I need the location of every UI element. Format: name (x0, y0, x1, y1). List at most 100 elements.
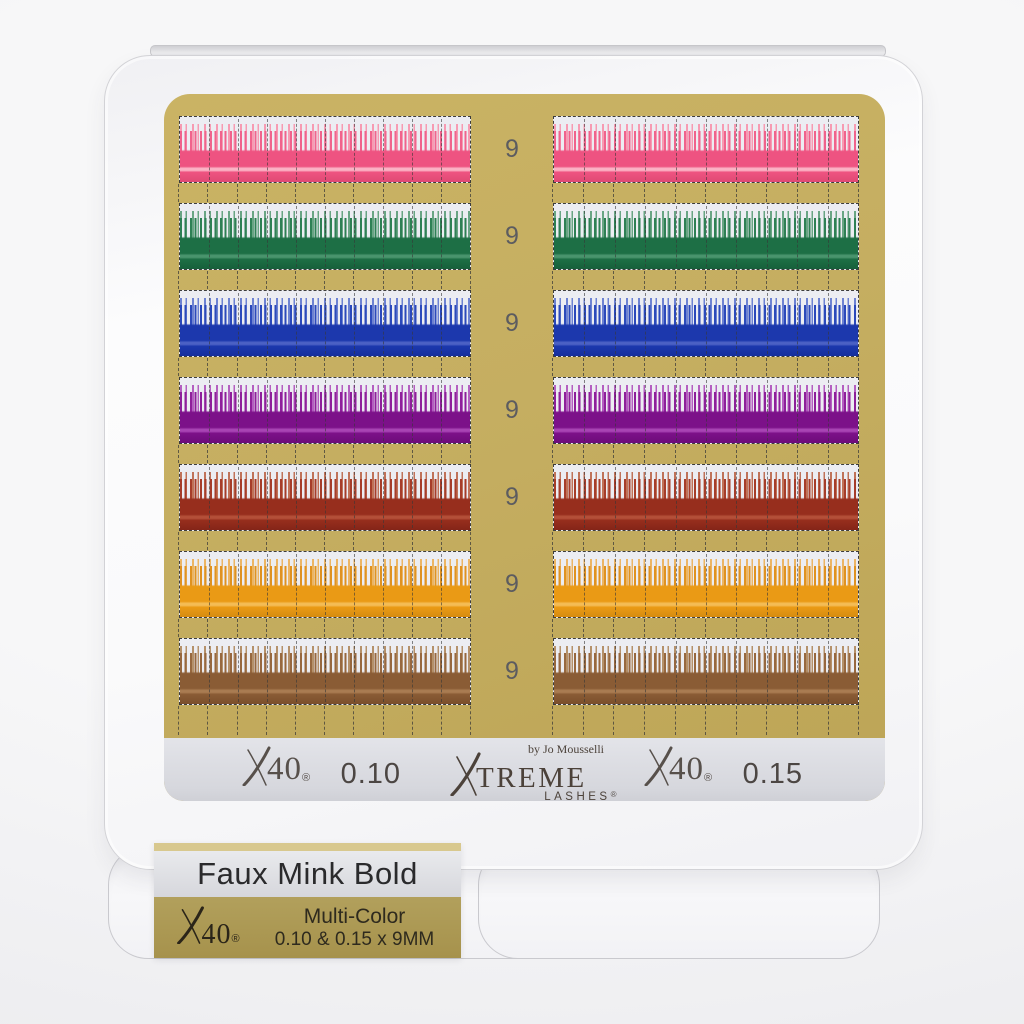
x40-logo: 40 ® (644, 746, 712, 786)
strip-cell-divider (614, 641, 616, 702)
tick-mark (353, 532, 355, 550)
strip-cell-divider (296, 467, 297, 528)
tick-mark (644, 271, 646, 289)
tick-mark (613, 706, 615, 735)
product-title: Faux Mink Bold (197, 856, 418, 891)
strip-cell-divider (267, 641, 268, 702)
tick-mark (382, 184, 384, 202)
strip-cell-divider (827, 554, 829, 615)
registered-mark: ® (231, 933, 240, 945)
tick-mark (613, 619, 615, 637)
tick-mark (207, 619, 209, 637)
tick-mark (582, 532, 584, 550)
strip-cell-divider (441, 293, 442, 354)
tick-mark (265, 271, 267, 289)
xtreme-byline: by Jo Mousselli (527, 742, 604, 756)
tick-mark (236, 358, 238, 376)
tick-mark (827, 184, 829, 202)
tick-mark (797, 271, 799, 289)
tick-mark (735, 358, 737, 376)
tick-mark (613, 445, 615, 463)
tick-mark (797, 358, 799, 376)
strip-cell-divider (706, 641, 707, 702)
strip-cell-divider (238, 641, 239, 702)
strip-cell-divider (706, 380, 707, 441)
strip-cell-divider (614, 119, 616, 180)
strip-cell-divider (441, 554, 442, 615)
tick-mark (858, 184, 860, 202)
lash-row-brown: 9 (178, 638, 870, 735)
tick-mark (265, 445, 267, 463)
tick-mark (797, 532, 799, 550)
registered-mark: ® (302, 771, 311, 784)
tick-mark (353, 271, 355, 289)
label-gold-line (154, 843, 461, 851)
tick-mark (295, 358, 297, 376)
strip-cell-divider (736, 119, 738, 180)
tick-mark (324, 532, 326, 550)
strip-cell-divider (383, 206, 384, 267)
tick-mark (582, 619, 584, 637)
lash-strip-red-right (553, 464, 859, 531)
strip-cell-divider (383, 554, 384, 615)
tick-mark (674, 445, 676, 463)
tick-mark (382, 358, 384, 376)
tick-mark (613, 271, 615, 289)
tick-mark (207, 271, 209, 289)
xtreme-lashes-logo: by Jo Mousselli TREME LASHES® (450, 742, 630, 803)
tick-mark (324, 445, 326, 463)
product-title-band: Faux Mink Bold (154, 851, 461, 897)
strip-cell-divider (412, 119, 413, 180)
strip-cell-divider (736, 554, 738, 615)
strip-cell-divider (238, 380, 239, 441)
tick-mark (411, 706, 413, 735)
x40-x-icon (242, 746, 272, 786)
strip-cell-divider (766, 641, 768, 702)
tick-mark (858, 271, 860, 289)
tick-mark (382, 271, 384, 289)
tick-mark (582, 271, 584, 289)
tick-mark (644, 445, 646, 463)
tick-mark (441, 619, 443, 637)
gap-tick-marks (552, 270, 860, 290)
strip-cell-divider (797, 206, 799, 267)
gap-tick-marks (552, 444, 860, 464)
tick-mark (674, 619, 676, 637)
tick-mark (552, 445, 554, 463)
x40-logo: 40 ® (242, 746, 310, 786)
tick-mark (735, 619, 737, 637)
tick-mark (382, 532, 384, 550)
tick-mark (411, 358, 413, 376)
strip-cell-divider (797, 293, 799, 354)
tick-mark (236, 184, 238, 202)
strip-cell-divider (383, 119, 384, 180)
tick-mark (265, 358, 267, 376)
tick-mark (441, 358, 443, 376)
product-spec-band: 40 ® Multi-Color 0.10 & 0.15 x 9MM (154, 897, 461, 958)
tick-mark (582, 184, 584, 202)
lash-row-red: 9 (178, 464, 870, 551)
tick-mark (735, 184, 737, 202)
strip-cell-divider (325, 380, 326, 441)
lash-strip-pink-left (179, 116, 471, 183)
tick-mark (295, 445, 297, 463)
label-color-line: Multi-Color (303, 904, 406, 928)
tick-mark (644, 706, 646, 735)
tick-mark (207, 532, 209, 550)
strip-cell-divider (209, 119, 210, 180)
gap-tick-marks (552, 183, 860, 203)
strip-cell-divider (296, 641, 297, 702)
lash-row-orange: 9 (178, 551, 870, 638)
tick-mark (797, 445, 799, 463)
tick-mark (735, 445, 737, 463)
strip-cell-divider (766, 293, 768, 354)
gap-tick-marks (178, 618, 472, 638)
strip-cell-divider (766, 467, 768, 528)
tick-mark (295, 532, 297, 550)
strip-cell-divider (267, 467, 268, 528)
registered-mark: ® (704, 771, 713, 784)
clear-acrylic-tray: 9 9 9 9 9 9 9 40 ® 0.10 (104, 55, 923, 870)
tick-mark (207, 358, 209, 376)
tick-mark (613, 358, 615, 376)
gap-tick-marks (552, 705, 860, 736)
